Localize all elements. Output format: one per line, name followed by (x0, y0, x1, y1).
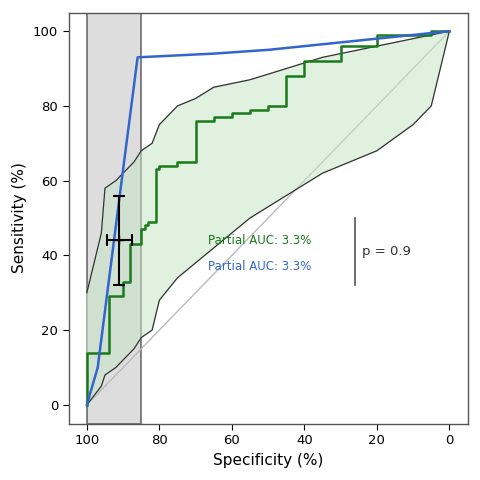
Y-axis label: Sensitivity (%): Sensitivity (%) (12, 163, 27, 274)
Text: Partial AUC: 3.3%: Partial AUC: 3.3% (208, 260, 312, 273)
X-axis label: Specificity (%): Specificity (%) (213, 453, 324, 468)
Polygon shape (87, 31, 449, 405)
Bar (87, 12, 141, 423)
Text: Partial AUC: 3.3%: Partial AUC: 3.3% (208, 234, 312, 247)
Text: p = 0.9: p = 0.9 (362, 245, 411, 258)
